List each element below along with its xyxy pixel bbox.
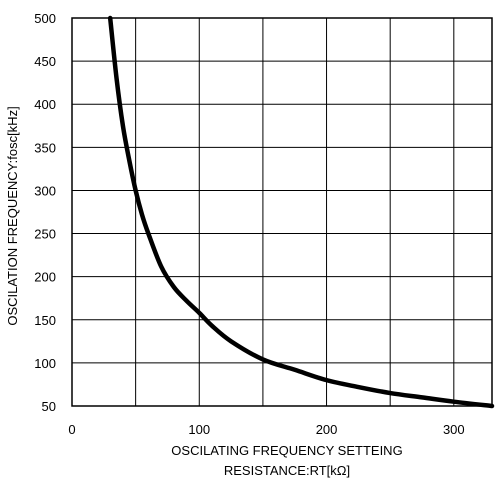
x-axis-label-line-1: OSCILATING FREQUENCY SETTEING [171, 443, 402, 458]
y-tick-label: 250 [34, 227, 56, 242]
y-tick-label: 200 [34, 270, 56, 285]
y-tick-label: 400 [34, 97, 56, 112]
x-tick-label: 100 [188, 422, 210, 437]
y-tick-label: 100 [34, 356, 56, 371]
y-tick-label: 300 [34, 183, 56, 198]
y-axis-label: OSCILATION FREQUENCY:fosc[kHz] [5, 106, 20, 325]
grid [71, 17, 492, 407]
y-tick-label: 500 [34, 11, 56, 26]
x-tick-label: 300 [443, 422, 465, 437]
series-line [107, 15, 495, 409]
plot-frame [71, 17, 493, 407]
y-tick-labels: 50 100 150 200 250 300 350 400 450 500 [34, 11, 56, 414]
x-tick-label: 0 [68, 422, 75, 437]
x-axis-label-line-2: RESISTANCE:RT[kΩ] [224, 463, 350, 478]
x-tick-labels: 0 100 200 300 [68, 422, 464, 437]
y-tick-label: 150 [34, 313, 56, 328]
y-tick-label: 50 [42, 399, 56, 414]
y-tick-label: 450 [34, 54, 56, 69]
y-tick-label: 350 [34, 140, 56, 155]
x-tick-label: 200 [316, 422, 338, 437]
